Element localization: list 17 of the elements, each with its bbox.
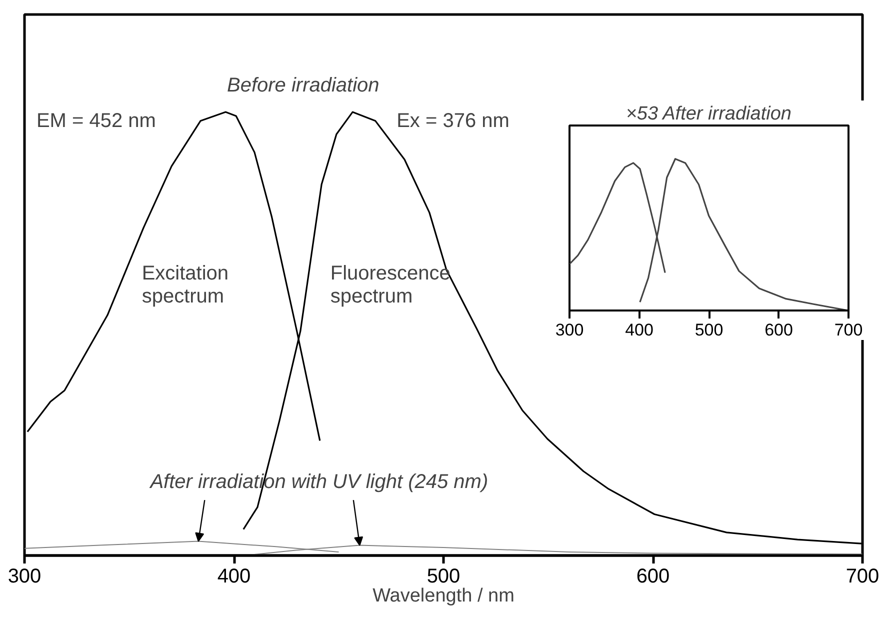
x-tick-label: 600 xyxy=(764,320,793,340)
x-tick-label: 500 xyxy=(426,566,460,588)
annotation: Ex = 376 nm xyxy=(396,110,510,132)
annotation: Excitation spectrum xyxy=(142,262,229,308)
x-tick-label: 700 xyxy=(846,566,880,588)
text: Before irradiation xyxy=(226,74,380,96)
x-tick-label: 500 xyxy=(694,320,724,340)
chart-title: ×53 After irradiation xyxy=(626,104,792,124)
annotation: Fluorescence spectrum xyxy=(330,262,450,308)
x-tick-label: 400 xyxy=(625,320,654,340)
annotation: EM = 452 nm xyxy=(36,110,156,132)
x-tick-label: 700 xyxy=(834,320,863,340)
x-tick-label: 600 xyxy=(636,566,670,588)
x-tick-label: 300 xyxy=(555,320,584,340)
x-tick-label: 300 xyxy=(8,566,42,588)
x-tick-label: 400 xyxy=(217,566,251,588)
x-axis-title: Wavelength / nm xyxy=(372,586,514,606)
